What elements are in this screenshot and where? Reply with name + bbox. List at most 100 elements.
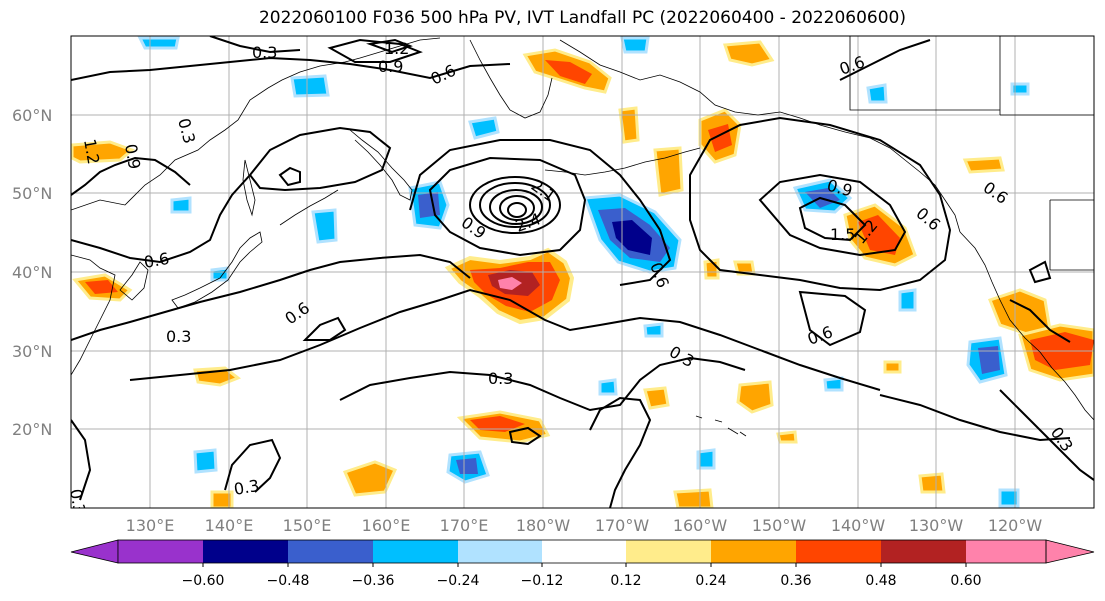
lon-label-150w: 150°W xyxy=(752,516,807,535)
positive-anomaly-patch xyxy=(962,156,1005,174)
negative-anomaly-core xyxy=(978,346,1000,374)
colorbar-tick-label: −0.36 xyxy=(352,573,395,589)
colorbar-tick-label: −0.12 xyxy=(521,573,564,589)
positive-anomaly-patch xyxy=(643,386,670,410)
pv-contour-0.9-gyre xyxy=(428,156,587,257)
pv-contour-low-ring-4 xyxy=(499,195,536,221)
pv-contour-0.9-kamchatka xyxy=(248,126,392,192)
pv-contour-0.3-cut-low xyxy=(224,438,282,493)
colorbar-segment xyxy=(373,540,458,563)
positive-anomaly-patch xyxy=(653,146,684,197)
map-panel: 0.3 1.2 0.9 0.6 0.3 1.2 0.9 0.6 0.6 0.3 … xyxy=(66,35,1095,515)
china-coastline xyxy=(71,254,116,376)
colorbar-segment xyxy=(458,540,542,563)
colorbar-tick-label: 0.36 xyxy=(780,573,811,589)
negative-anomaly-patch xyxy=(620,36,650,54)
sakhalin-coastline xyxy=(242,159,256,217)
pv-contour-0.6-sea xyxy=(71,156,191,196)
colorbar-segment xyxy=(796,540,881,563)
colorbar-tick-label: 0.24 xyxy=(695,573,726,589)
negative-anomaly-patch xyxy=(866,83,888,104)
pv-contour-1.5-gulf xyxy=(798,196,867,242)
pv-contour-0.6-se-loop xyxy=(798,290,867,347)
positive-anomaly-patch xyxy=(210,490,234,508)
colorbar-frame xyxy=(117,539,1047,564)
contour-label: 0.3 xyxy=(252,43,277,62)
contour-label: 0.9 xyxy=(121,142,144,170)
pv-contour-small-loop xyxy=(1028,260,1052,284)
colorbar-segment xyxy=(881,540,966,563)
colorbar-segment xyxy=(203,540,288,563)
pv-contour-low-ring-1 xyxy=(469,176,562,234)
lon-label-130e: 130°E xyxy=(126,516,175,535)
negative-anomaly-core xyxy=(418,192,440,218)
alaska-coastline xyxy=(559,39,961,233)
pv-contour-0.3-se xyxy=(879,394,1071,442)
lat-label-60n: 60°N xyxy=(12,106,52,125)
contour-label: 0.6 xyxy=(142,249,170,272)
pv-contour-0.6-nwpac xyxy=(71,253,471,341)
pv-contour-0.3-e xyxy=(999,389,1094,481)
colorbar-tick-label: −0.48 xyxy=(267,573,310,589)
pv-contour-0.6-north xyxy=(71,56,511,81)
kamchatka-coastline xyxy=(349,129,413,201)
lon-label-120w: 120°W xyxy=(988,516,1043,535)
coastlines xyxy=(71,36,1094,437)
canada-territories xyxy=(849,36,1001,115)
negative-anomaly-patch xyxy=(823,376,844,392)
lon-label-170e: 170°E xyxy=(440,516,489,535)
pv-contour-0.6-ne xyxy=(839,39,931,81)
pv-contour-0.6-loop xyxy=(302,316,347,341)
pv-contour-0.3-south xyxy=(339,356,746,412)
pv-contour-0.3-far-e xyxy=(1009,299,1071,343)
pv-contour-0.9-gulf xyxy=(689,116,952,292)
positive-anomaly-patch xyxy=(918,472,946,494)
negative-anomaly-patch xyxy=(193,448,218,474)
pv-contour-low-ring-2 xyxy=(479,182,552,228)
positive-anomaly-patch xyxy=(673,488,714,508)
pv-contours xyxy=(71,36,1094,508)
pv-contour-1.2-north xyxy=(366,38,413,54)
lon-label-150e: 150°E xyxy=(283,516,332,535)
positive-anomaly-patch xyxy=(883,360,902,374)
contour-label: 0.3 xyxy=(66,487,89,515)
korea-coastline xyxy=(119,261,149,301)
contour-label: 0.3 xyxy=(488,369,513,388)
contour-label: 1.2 xyxy=(384,39,409,58)
positive-anomaly-patch xyxy=(71,140,135,164)
pv-contour-0.9-north xyxy=(327,38,423,63)
pv-contour-0.3-sw xyxy=(71,419,92,501)
contour-label: 0.9 xyxy=(378,57,403,76)
na-west-coastline xyxy=(959,231,1094,421)
positive-anomaly-core xyxy=(858,215,900,255)
positive-anomaly-patch xyxy=(342,460,398,497)
positive-anomaly-max xyxy=(498,277,522,290)
positive-anomaly-patch xyxy=(722,40,775,67)
negative-anomaly-patch xyxy=(643,322,664,338)
lon-label-140e: 140°E xyxy=(205,516,254,535)
pv-contour-low-ring-5 xyxy=(507,202,528,218)
map-frame xyxy=(70,35,1095,509)
lon-label-140w: 140°W xyxy=(831,516,886,535)
colorbar-tick-label: −0.24 xyxy=(437,573,480,589)
pv-contour-0.6-small xyxy=(508,426,542,446)
contour-label: 1.2 xyxy=(80,137,103,165)
lat-label-20n: 20°N xyxy=(12,420,52,439)
negative-anomaly-core xyxy=(456,458,478,474)
pv-contour-1.2-gulf xyxy=(758,173,907,257)
colorbar-extend-low xyxy=(70,539,119,564)
positive-anomaly-core xyxy=(85,280,118,294)
contour-label: 0.3 xyxy=(232,476,260,499)
lat-label-30n: 30°N xyxy=(12,342,52,361)
colorbar-extend-high xyxy=(1045,539,1095,564)
colorbar-tick-label: 0.48 xyxy=(865,573,896,589)
lat-label-50n: 50°N xyxy=(12,184,52,203)
colorbar-tick-label: −0.60 xyxy=(182,573,225,589)
us-canada-border xyxy=(1000,114,1094,271)
colorbar-segment xyxy=(966,540,1046,563)
lon-label-170w: 170°W xyxy=(595,516,650,535)
map-title: 2022060100 F036 500 hPa PV, IVT Landfall… xyxy=(258,8,906,28)
positive-anomaly-patch xyxy=(776,430,798,444)
japan-coastline xyxy=(171,231,263,309)
